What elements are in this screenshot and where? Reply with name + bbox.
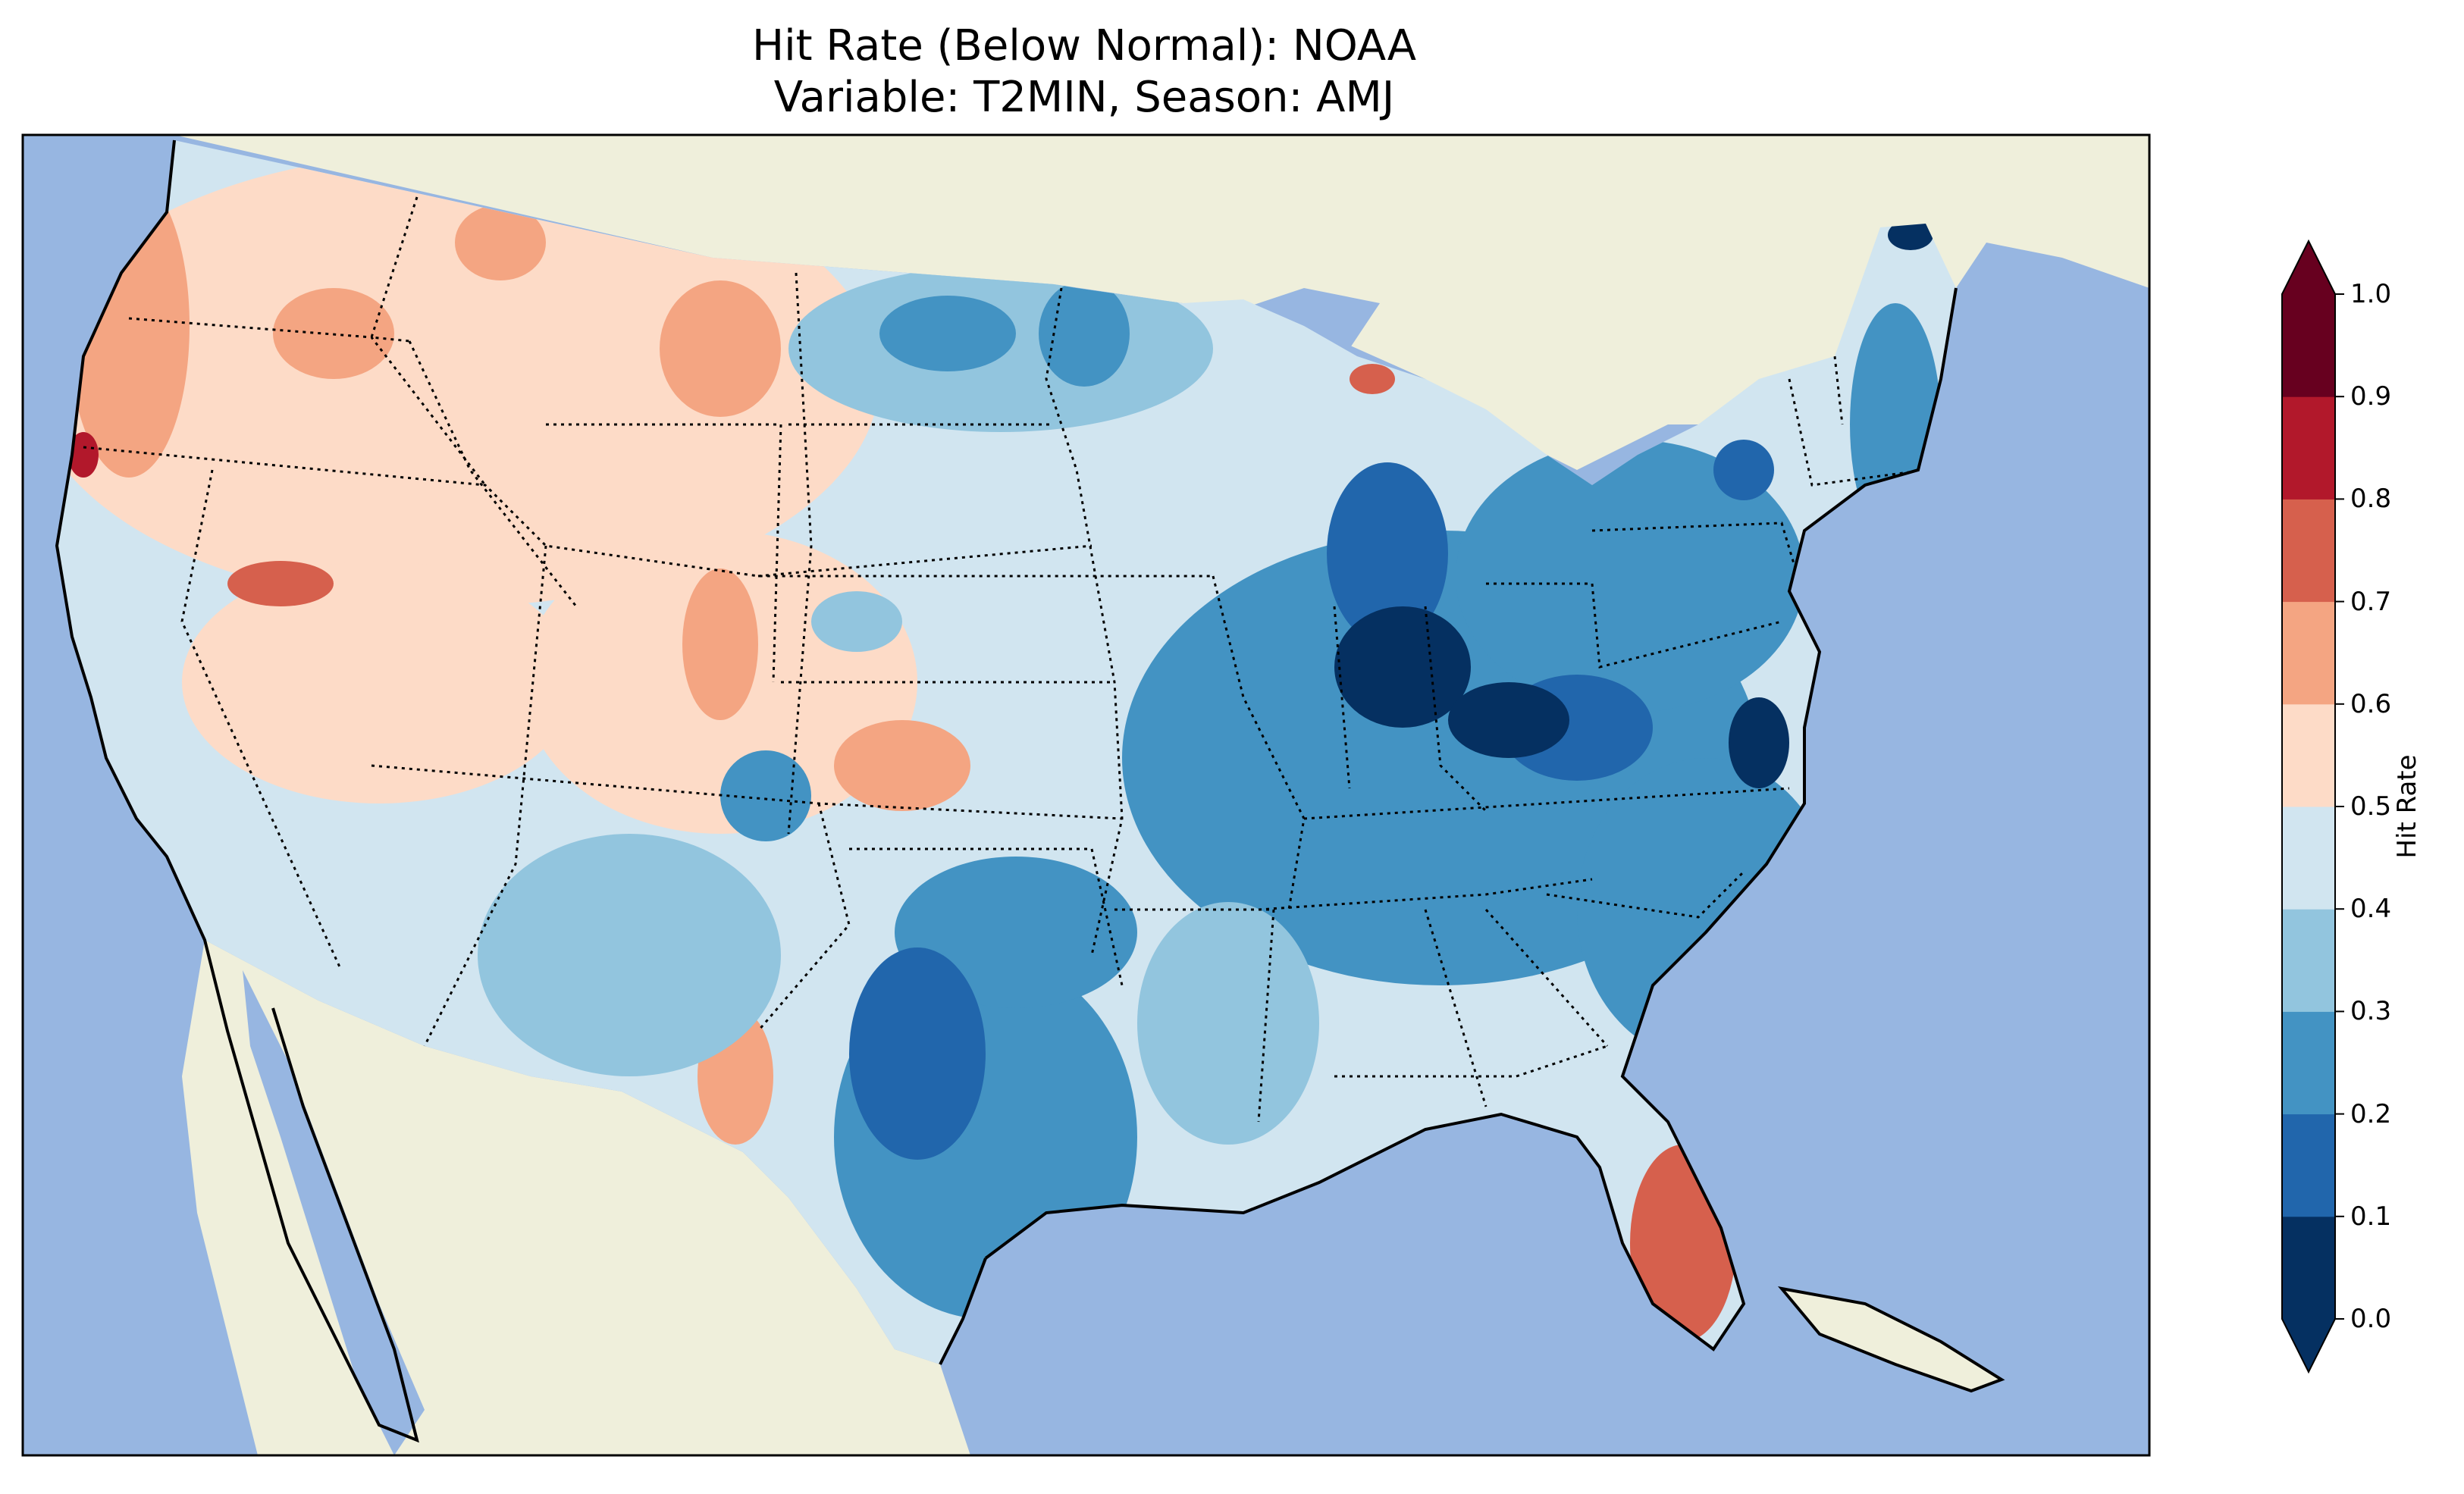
map-frame (21, 133, 2151, 1457)
coastlines (55, 139, 2005, 1443)
colorbar-tick-label: 0.6 (2350, 688, 2392, 719)
colorbar-bin-0.3-0.4 (2282, 909, 2335, 1012)
field-region-0.6-0.7-5 (455, 205, 546, 280)
field-region-0.3-0.4-13 (478, 834, 781, 1076)
field-region-0.6-0.7-8 (682, 568, 758, 720)
field-region-0.3-0.4-24 (1137, 902, 1319, 1145)
field-region-0.5-0.6-0 (57, 152, 879, 606)
colorbar-bin-0.8-0.9 (2282, 396, 2335, 500)
field-region-0.3-0.4-14 (811, 591, 902, 652)
colorbar-label: Hit Rate (2392, 754, 2422, 859)
field-region-0.1-0.2-25 (1327, 462, 1448, 644)
colorbar-tick-label: 0.1 (2350, 1201, 2392, 1232)
colorbar-extend-over (2282, 241, 2335, 294)
colorbar-bin-0.1-0.2 (2282, 1113, 2335, 1217)
colorbar-bin-0.6-0.7 (2282, 601, 2335, 705)
baja-gulf (243, 970, 425, 1455)
chart-title-line-1: Hit Rate (Below Normal): NOAA (751, 21, 1417, 70)
colorbar-extend-under (2282, 1319, 2335, 1372)
colorbar-bin-0.9-1.0 (2282, 294, 2335, 397)
colorbar-tick-label: 0.0 (2350, 1304, 2392, 1334)
colorbar-bin-0.4-0.5 (2282, 807, 2335, 910)
field-region-0.8-0.9-11 (68, 432, 99, 478)
chart-title-line-2: Variable: T2MIN, Season: AMJ (773, 73, 1395, 122)
colorbar-bin-0.7-0.8 (2282, 499, 2335, 603)
field-region-0.7-0.8-34 (1350, 364, 1395, 394)
field-region-0.2-0.3-15 (879, 296, 1016, 371)
canada-land (174, 135, 2149, 485)
field-region-0.0-0.1-32 (1888, 220, 1933, 250)
field-region-0.5-0.6-1 (182, 561, 576, 803)
field-region-0.7-0.8-10 (227, 561, 334, 606)
field-region-0.6-0.7-6 (660, 280, 781, 417)
field-region-0.0-0.1-29 (1334, 606, 1471, 728)
colorbar-tick-label: 0.3 (2350, 996, 2392, 1027)
field-region-0.1-0.2-28 (1713, 440, 1774, 500)
colorbar-tick-label: 0.7 (2350, 586, 2392, 617)
field-region-0.2-0.3-16 (1039, 280, 1130, 387)
colorbar-tick-label: 0.9 (2350, 381, 2392, 412)
colorbar-tick-label: 1.0 (2350, 279, 2392, 309)
field-region-0.6-0.7-7 (834, 720, 970, 811)
state-borders (83, 196, 1926, 1123)
field-region-0.2-0.3-22 (720, 750, 811, 841)
colorbar-tick-label: 0.5 (2350, 791, 2392, 822)
field-region-0.2-0.3-18 (1456, 440, 1804, 713)
colorbar (2281, 239, 2344, 1374)
colorbar-tick-label: 0.4 (2350, 894, 2392, 925)
colorbar-bin-0.0-0.1 (2282, 1216, 2335, 1320)
field-region-0.1-0.2-26 (849, 947, 986, 1160)
colorbar-tick-label: 0.8 (2350, 484, 2392, 515)
field-region-0.0-0.1-31 (1729, 697, 1789, 788)
field-region-0.0-0.1-30 (1448, 682, 1569, 758)
colorbar-bin-0.2-0.3 (2282, 1011, 2335, 1115)
colorbar-tick-label: 0.2 (2350, 1098, 2392, 1129)
colorbar-bin-0.5-0.6 (2282, 703, 2335, 807)
cuba (1782, 1289, 2002, 1391)
